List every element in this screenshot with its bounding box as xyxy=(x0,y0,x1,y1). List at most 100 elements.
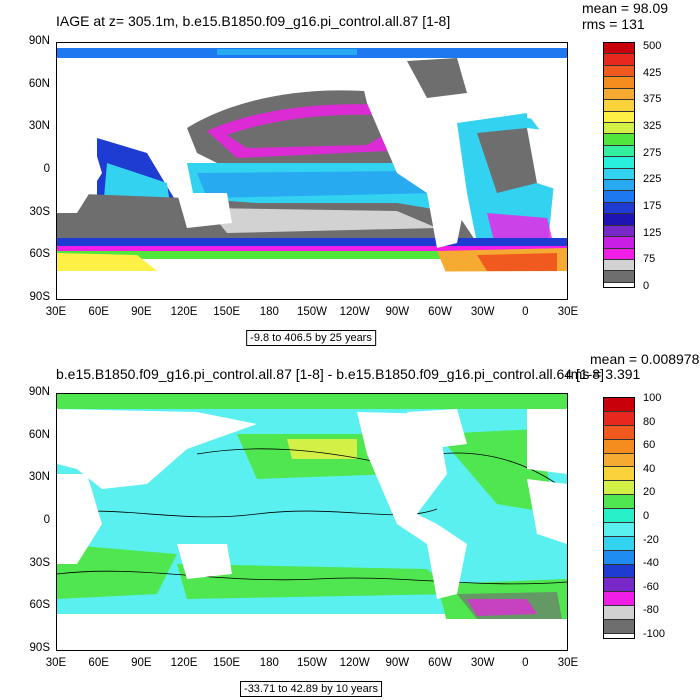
p2-land-americas xyxy=(357,412,467,599)
lat-tick-label: 30S xyxy=(29,205,50,218)
colorbar-swatch xyxy=(604,77,634,89)
colorbar-swatch xyxy=(604,620,634,634)
panel1-rms: rms = 131 xyxy=(582,16,645,32)
p1-land-antarctica xyxy=(57,271,567,299)
lat-tick-label: 30N xyxy=(28,471,50,484)
panel2-mean: mean = 0.008978 xyxy=(590,351,700,367)
colorbar-label: -100 xyxy=(643,628,666,640)
colorbar-label: 375 xyxy=(643,93,662,106)
colorbar-label: 0 xyxy=(643,280,650,292)
colorbar-swatch xyxy=(604,54,634,66)
colorbar-label: 20 xyxy=(643,486,656,499)
colorbar-label: 225 xyxy=(643,173,662,186)
lon-tick-label: 30E xyxy=(45,306,67,318)
lon-tick-label: 60W xyxy=(428,657,452,669)
colorbar-label: 100 xyxy=(643,392,662,404)
colorbar-swatch xyxy=(604,453,634,468)
lon-tick-label: 30E xyxy=(557,657,579,669)
p2-land-eurasia xyxy=(57,409,257,489)
colorbar-swatch xyxy=(604,550,634,565)
colorbar-label: 125 xyxy=(643,226,662,239)
colorbar-swatch xyxy=(604,398,634,412)
colorbar-swatch xyxy=(604,202,634,215)
colorbar-swatch xyxy=(604,481,634,496)
p1-land-eurasia xyxy=(57,58,257,138)
lon-tick-label: 60E xyxy=(88,657,109,669)
colorbar-swatch xyxy=(604,439,634,454)
colorbar-label: 275 xyxy=(643,146,662,159)
lat-tick-label: 90N xyxy=(28,35,50,47)
lon-tick-label: 120E xyxy=(170,306,198,318)
colorbar-swatch xyxy=(604,180,634,192)
lat-tick-label: 30S xyxy=(29,556,50,569)
panel1-map xyxy=(56,42,568,300)
panel2-map xyxy=(56,393,568,651)
panel1-title: IAGE at z= 305.1m, b.e15.B1850.f09_g16.p… xyxy=(56,13,451,29)
lon-tick-label: 90E xyxy=(131,306,152,318)
colorbar-label: 80 xyxy=(643,415,656,428)
colorbar-swatch xyxy=(604,411,634,426)
colorbar-label: -80 xyxy=(643,604,659,617)
p1-land-australia xyxy=(177,193,232,228)
colorbar-swatch xyxy=(604,225,634,238)
lon-tick-label: 30W xyxy=(470,306,495,318)
p1-land-americas xyxy=(357,61,467,248)
lon-tick-label: 180 xyxy=(259,657,279,669)
colorbar-swatch xyxy=(604,145,634,158)
lon-tick-label: 90W xyxy=(385,657,410,669)
lon-tick-label: 60E xyxy=(88,306,109,318)
colorbar-swatch xyxy=(604,237,634,249)
colorbar-swatch xyxy=(604,522,634,537)
colorbar-swatch xyxy=(604,536,634,551)
lon-tick-label: 60W xyxy=(428,306,452,318)
p2-land-australia xyxy=(177,544,232,579)
lat-tick-label: 60N xyxy=(28,428,50,441)
lat-tick-label: 0 xyxy=(43,163,50,175)
colorbar-label: -60 xyxy=(643,580,659,593)
colorbar-swatch xyxy=(604,157,634,169)
lon-tick-label: 120W xyxy=(339,657,370,669)
lon-tick-label: 0 xyxy=(522,306,529,318)
panel2-colorbar xyxy=(603,397,635,639)
colorbar-swatch xyxy=(604,65,634,78)
colorbar-swatch xyxy=(604,564,634,579)
panel1-mean: mean = 98.09 xyxy=(582,0,669,16)
colorbar-swatch xyxy=(604,88,634,101)
lat-tick-label: 60N xyxy=(28,77,50,90)
colorbar-label: 425 xyxy=(643,66,662,79)
panel2-range-label: -33.71 to 42.89 by 10 years xyxy=(240,681,382,697)
lon-tick-label: 0 xyxy=(522,657,529,669)
colorbar-label: 500 xyxy=(643,40,662,52)
colorbar-label: 325 xyxy=(643,120,662,132)
panel2-map-svg xyxy=(57,394,567,650)
lat-tick-label: 90S xyxy=(29,291,50,303)
colorbar-swatch xyxy=(604,425,634,440)
lon-tick-label: 150W xyxy=(296,306,328,318)
panel1-range-label: -9.8 to 406.5 by 25 years xyxy=(246,330,376,346)
colorbar-swatch xyxy=(604,606,634,620)
lon-tick-label: 90E xyxy=(131,657,152,669)
panel1-map-svg xyxy=(57,43,567,299)
colorbar-swatch xyxy=(604,168,634,181)
colorbar-label: -40 xyxy=(643,557,659,570)
lon-tick-label: 120E xyxy=(170,657,198,669)
colorbar-label: 0 xyxy=(643,510,650,522)
colorbar-label: 60 xyxy=(643,439,656,452)
lon-tick-label: 90W xyxy=(385,306,410,318)
lat-tick-label: 60S xyxy=(29,248,50,261)
colorbar-swatch xyxy=(604,467,634,482)
colorbar-label: 40 xyxy=(643,462,656,475)
colorbar-swatch xyxy=(604,578,634,593)
lon-tick-label: 30E xyxy=(557,306,579,318)
lon-tick-label: 150E xyxy=(213,306,241,318)
lon-tick-label: 150W xyxy=(296,657,328,669)
lon-tick-label: 120W xyxy=(339,306,370,318)
colorbar-swatch xyxy=(604,100,634,112)
lat-tick-label: 30N xyxy=(28,120,50,133)
lon-tick-label: 180 xyxy=(259,306,279,318)
colorbar-swatch xyxy=(604,134,634,146)
colorbar-swatch xyxy=(604,509,634,523)
colorbar-swatch xyxy=(604,122,634,135)
lon-tick-label: 30E xyxy=(45,657,67,669)
colorbar-swatch xyxy=(604,111,634,123)
